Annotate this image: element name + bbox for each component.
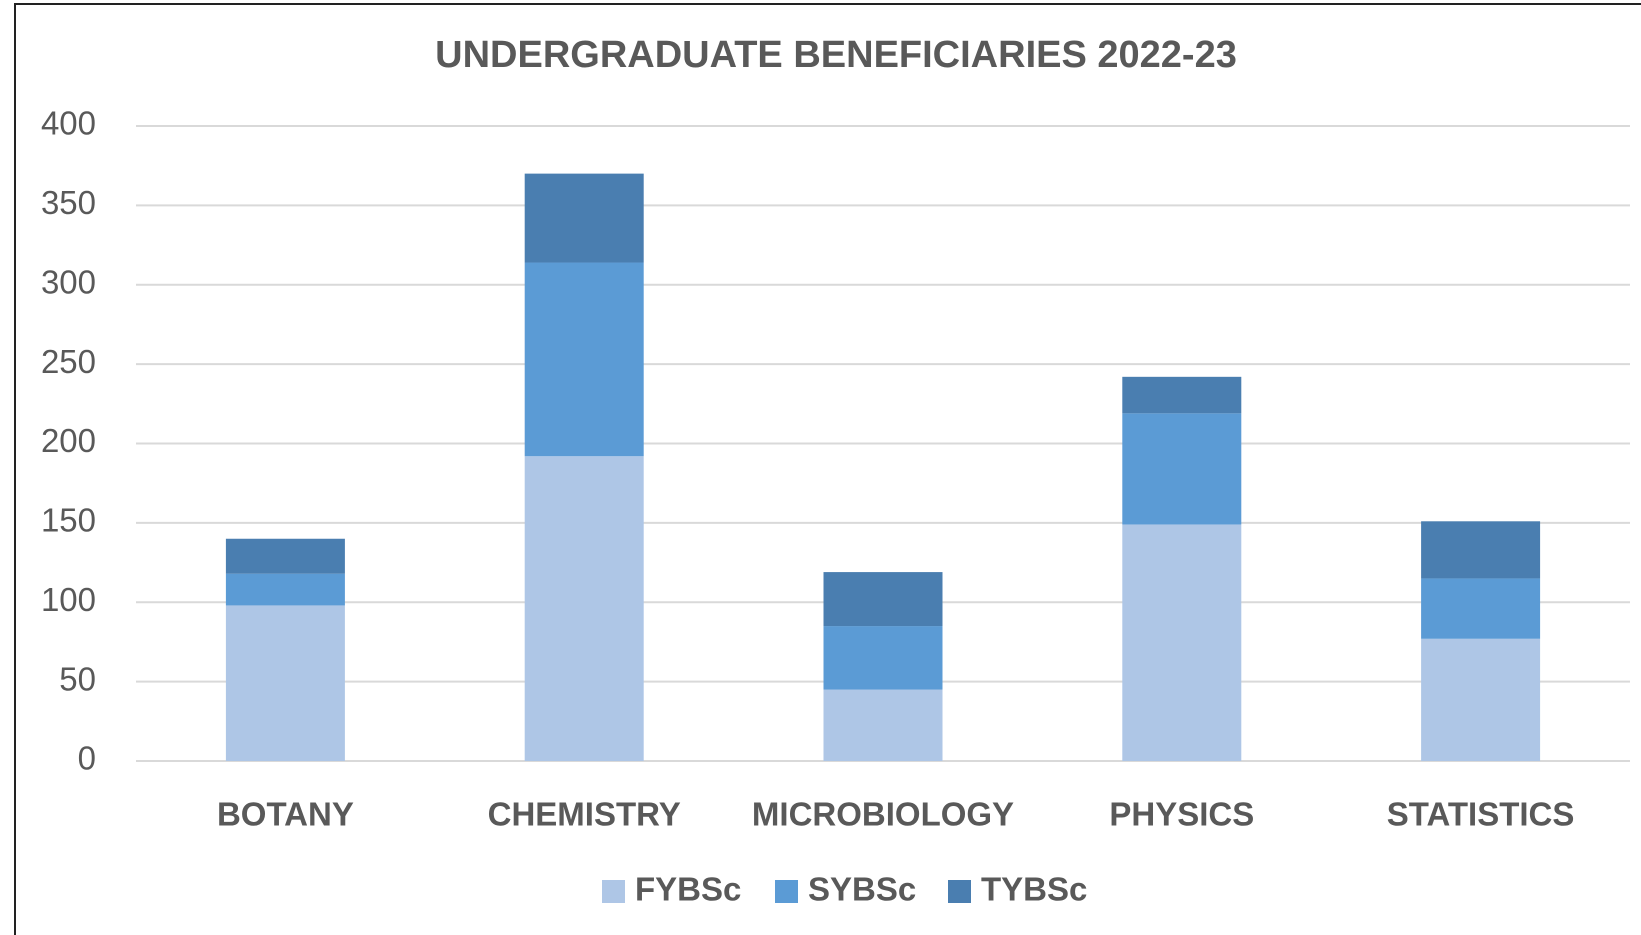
x-tick-label: MICROBIOLOGY: [752, 796, 1014, 833]
x-tick-label: STATISTICS: [1387, 796, 1575, 833]
bar-segment: [1122, 413, 1242, 525]
y-tick-label: 250: [41, 343, 96, 380]
bar-segment: [1421, 521, 1541, 579]
legend-label: FYBSc: [635, 871, 741, 908]
y-tick-label: 200: [41, 422, 96, 459]
y-tick-label: 300: [41, 263, 96, 300]
legend-label: SYBSc: [808, 871, 916, 908]
legend-swatch: [602, 880, 625, 903]
y-tick-label: 0: [78, 740, 96, 777]
bar-segment: [524, 173, 644, 263]
bar-segment: [823, 572, 943, 627]
bar-segment: [823, 689, 943, 761]
y-tick-label: 150: [41, 502, 96, 539]
bar-segment: [524, 456, 644, 761]
bar-segment: [225, 573, 345, 606]
legend-label: TYBSc: [981, 871, 1087, 908]
x-tick-label: PHYSICS: [1109, 796, 1254, 833]
y-tick-label: 50: [59, 660, 96, 697]
bar-segment: [524, 262, 644, 457]
y-tick-label: 100: [41, 581, 96, 618]
x-tick-label: CHEMISTRY: [488, 796, 681, 833]
y-tick-label: 350: [41, 184, 96, 221]
bar-segment: [1421, 578, 1541, 639]
bar-segment: [823, 626, 943, 690]
bar-segment: [1122, 524, 1242, 761]
chart-title: UNDERGRADUATE BENEFICIARIES 2022-23: [435, 34, 1237, 76]
bar-segment: [225, 605, 345, 761]
bar-segment: [1421, 638, 1541, 761]
chart-frame: [14, 3, 1641, 935]
bar-segment: [1122, 376, 1242, 414]
x-tick-label: BOTANY: [217, 796, 354, 833]
legend-swatch: [775, 880, 798, 903]
bar-segment: [225, 538, 345, 574]
legend-swatch: [948, 880, 971, 903]
y-tick-label: 400: [41, 105, 96, 142]
